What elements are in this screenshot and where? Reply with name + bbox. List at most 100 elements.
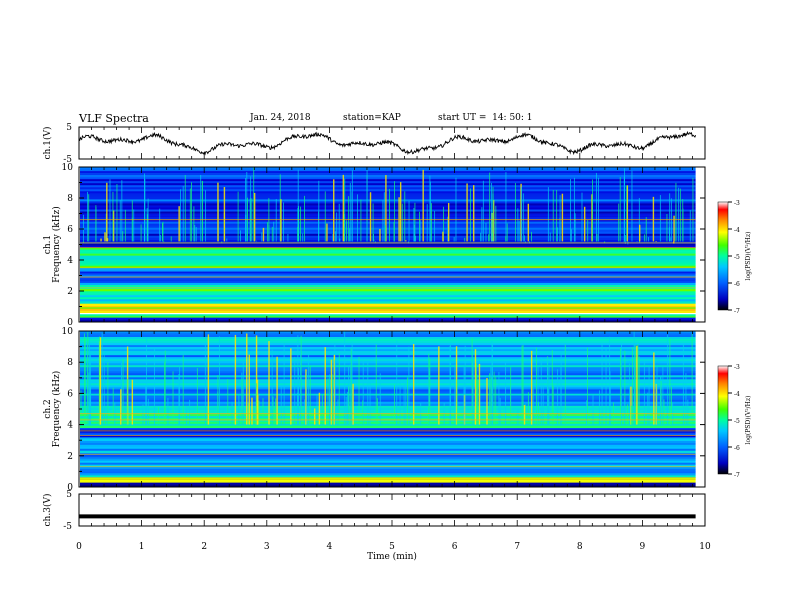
x-axis-label: Time (min) <box>367 551 417 562</box>
x-tick-label: 5 <box>389 542 395 552</box>
spectro-band-cell <box>80 308 696 312</box>
spectro-band-cell <box>80 275 696 278</box>
spectro-band-cell <box>80 349 696 352</box>
spectro-band-cell <box>80 375 696 378</box>
y-tick-label: 4 <box>67 421 73 431</box>
spectro-band-cell <box>80 253 696 256</box>
spectro-band-cell <box>80 177 696 180</box>
spectro-band-cell <box>80 473 696 476</box>
station-label: station=KAP <box>343 113 401 123</box>
x-tick-label: 8 <box>577 542 583 552</box>
spectro-band-cell <box>80 444 696 448</box>
y-tick-label: 6 <box>67 225 73 235</box>
spectro-band-cell <box>80 339 696 342</box>
y-tick-label: 2 <box>67 452 73 462</box>
spectro-band-cell <box>80 169 696 172</box>
spectro-band-cell <box>80 484 696 488</box>
spectro-band-cell <box>80 355 696 358</box>
spectro-band-cell <box>80 431 696 434</box>
spectro-band-cell <box>80 331 696 334</box>
y-axis-label-channel: ch.2 <box>43 399 53 418</box>
y-tick-label: 5 <box>66 490 72 500</box>
x-tick-label: 10 <box>699 542 711 552</box>
spectro-band-cell <box>80 173 696 176</box>
spectro-band-cell <box>80 407 696 411</box>
spectro-band-cell <box>80 267 696 270</box>
colorbar-tick-label: -3 <box>734 200 740 207</box>
spectro-band-cell <box>80 371 696 374</box>
spectro-band-cell <box>80 399 696 403</box>
spectrogram-ch1 <box>78 166 732 323</box>
spectro-band-cell <box>80 209 696 212</box>
spectro-band-cell <box>80 255 696 258</box>
colorbar-tick-label: -3 <box>734 364 740 371</box>
spectro-band-cell <box>80 181 696 184</box>
y-tick-label: 6 <box>67 389 73 399</box>
spectro-band-cell <box>80 401 696 405</box>
spectro-band-cell <box>80 175 696 178</box>
spectro-band-cell <box>80 215 696 218</box>
spectro-band-cell <box>80 193 696 196</box>
y-axis-label: ch.1(V) <box>42 127 53 160</box>
spectro-band-cell <box>80 353 696 356</box>
spectro-band-cell <box>80 450 696 453</box>
spectro-band-cell <box>80 229 696 233</box>
spectro-band-cell <box>80 273 696 276</box>
spectro-band-cell <box>80 403 696 407</box>
spectro-band-cell <box>80 293 696 296</box>
spectro-band-cell <box>80 357 696 360</box>
spectro-band-cell <box>80 391 696 394</box>
y-axis-label-frequency: Frequency (kHz) <box>51 206 62 283</box>
spectro-band-cell <box>80 281 696 284</box>
spectro-band-cell <box>80 379 696 382</box>
spectro-band-cell <box>80 395 696 398</box>
spectro-band-cell <box>80 171 696 174</box>
spectro-band-cell <box>80 351 696 354</box>
start-time-label: start UT = 14: 50: 1 <box>438 113 533 123</box>
spectro-band-cell <box>80 452 696 455</box>
spectro-band-cell <box>80 284 696 288</box>
spectro-band-cell <box>80 225 696 229</box>
spectro-band-cell <box>80 317 696 320</box>
spectro-band-cell <box>80 347 696 350</box>
spectro-band-cell <box>80 257 696 260</box>
spectro-band-cell <box>80 197 696 200</box>
spectro-band-cell <box>80 397 696 400</box>
spectro-band-cell <box>80 361 696 364</box>
spectro-band-cell <box>80 261 696 265</box>
spectro-band-cell <box>80 243 696 246</box>
spectro-band-cell <box>80 381 696 384</box>
spectro-band-cell <box>80 271 696 274</box>
spectro-band-cell <box>80 389 696 392</box>
x-tick-label: 7 <box>514 542 520 552</box>
y-axis-label-frequency: Frequency (kHz) <box>51 371 62 448</box>
colorbar-tick-label: -7 <box>734 472 740 479</box>
figure-title: VLF Spectra <box>79 112 149 125</box>
spectro-band-cell <box>80 227 696 231</box>
x-tick-label: 9 <box>640 542 646 552</box>
spectro-band-cell <box>80 410 696 413</box>
spectro-band-cell <box>80 211 696 214</box>
spectro-band-cell <box>80 301 696 304</box>
spectro-band-cell <box>80 442 696 446</box>
spectro-band-cell <box>80 223 696 226</box>
spectro-band-cell <box>80 417 696 421</box>
spectro-band-cell <box>80 448 696 452</box>
spectro-band-cell <box>80 427 696 430</box>
colorbar-tick-label: -5 <box>734 254 740 261</box>
spectro-band-cell <box>80 462 696 466</box>
spectro-band-cell <box>80 195 696 198</box>
spectro-band-cell <box>80 333 696 336</box>
x-tick-label: 1 <box>139 542 145 552</box>
y-tick-label: -5 <box>63 155 72 165</box>
colorbar-tick-label: -6 <box>734 281 740 288</box>
spectro-band-cell <box>80 231 696 235</box>
spectro-band-cell <box>80 291 696 294</box>
spectro-band-cell <box>80 263 696 267</box>
spectro-band-cell <box>80 315 696 318</box>
spectro-band-cell <box>80 189 696 192</box>
spectro-band-cell <box>80 277 696 280</box>
spectro-band-cell <box>80 203 696 206</box>
spectrogram-ch2 <box>78 330 732 488</box>
spectro-band-cell <box>80 464 696 468</box>
